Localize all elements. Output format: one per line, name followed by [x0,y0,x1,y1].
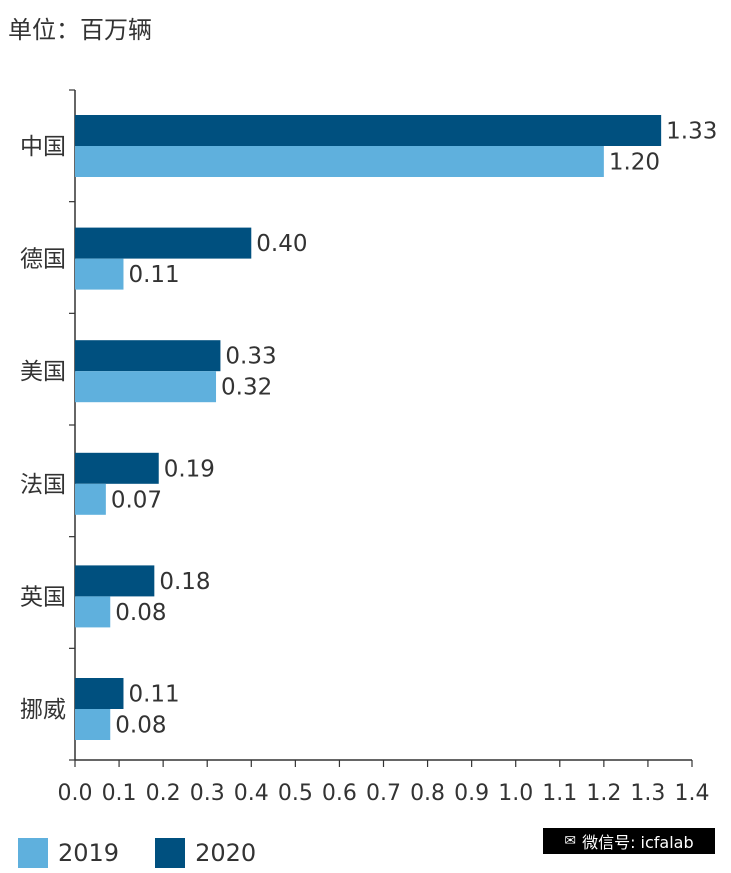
wechat-icon: ✉ [564,833,577,849]
legend-swatch-2019 [18,838,48,868]
x-tick-label: 0.3 [190,781,225,806]
legend: 2019 2020 [18,838,292,868]
x-tick-label: 1.1 [542,781,577,806]
x-tick-label: 0.7 [366,781,401,806]
x-tick-label: 1.4 [675,781,710,806]
bar-2019 [75,596,111,628]
bar-2020 [75,227,252,259]
x-tick-label: 0.6 [322,781,357,806]
category-label: 德国 [20,247,66,273]
data-label-2019: 0.08 [115,713,166,739]
legend-item-2020: 2020 [155,838,256,868]
category-label: 法国 [20,472,66,498]
unit-label: 单位：百万辆 [8,16,152,44]
watermark: ✉ 微信号: icfalab [543,828,715,854]
category-label: 中国 [20,134,66,160]
legend-item-2019: 2019 [18,838,119,868]
data-label-2020: 0.40 [256,231,307,257]
data-label-2020: 0.18 [159,569,210,595]
category-label: 美国 [20,359,66,385]
x-tick-label: 0.5 [278,781,313,806]
bar-2020 [75,452,159,484]
x-tick-label: 0.1 [102,781,137,806]
data-label-2019: 0.11 [128,262,179,288]
bar-2020 [75,115,662,146]
data-label-2020: 0.19 [164,456,215,482]
bar-2019 [75,709,111,740]
category-label: 挪威 [20,697,66,723]
bar-2020 [75,340,221,372]
bar-2019 [75,146,604,177]
data-label-2019: 0.08 [115,600,166,626]
bar-2020 [75,678,124,709]
category-label: 英国 [20,584,66,610]
data-label-2020: 0.33 [225,344,276,370]
data-label-2019: 0.07 [111,487,162,513]
x-tick-label: 0.9 [454,781,489,806]
data-label-2020: 1.33 [666,119,717,145]
x-tick-label: 0.2 [146,781,181,806]
x-tick-label: 1.0 [498,781,533,806]
x-tick-label: 0.8 [410,781,445,806]
bar-2019 [75,371,217,403]
x-tick-label: 0.4 [234,781,269,806]
x-tick-label: 0.0 [58,781,93,806]
legend-swatch-2020 [155,838,186,868]
bar-2019 [75,483,106,515]
data-label-2019: 1.20 [609,150,660,176]
legend-label-2020: 2020 [195,839,257,867]
bar-2020 [75,565,155,597]
legend-label-2019: 2019 [58,839,120,867]
bar-2019 [75,258,124,290]
x-tick-label: 1.2 [586,781,621,806]
data-label-2019: 0.32 [221,375,272,401]
data-label-2020: 0.11 [128,682,179,708]
x-tick-label: 1.3 [630,781,665,806]
watermark-text: 微信号: icfalab [582,833,694,852]
